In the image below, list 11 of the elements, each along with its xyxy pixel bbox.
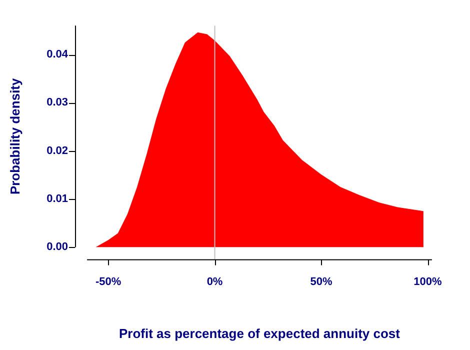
x-tick-label: 100% — [414, 276, 442, 288]
y-tick-label: 0.03 — [46, 96, 68, 109]
x-tick-label: -50% — [95, 276, 122, 288]
y-axis-title: Probability density — [7, 77, 22, 195]
y-tick-label: 0.01 — [46, 193, 68, 206]
y-tick-label: 0.00 — [46, 241, 68, 254]
x-axis-title: Profit as percentage of expected annuity cost — [118, 326, 401, 341]
x-tick-label: 0% — [206, 276, 223, 288]
x-tick-label: 50% — [310, 276, 332, 288]
y-tick-label: 0.02 — [46, 144, 68, 157]
y-tick-label: 0.04 — [46, 48, 69, 61]
